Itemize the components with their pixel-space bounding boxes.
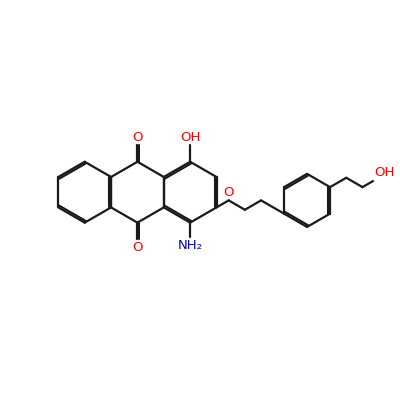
Text: OH: OH (374, 166, 394, 180)
Text: O: O (132, 131, 143, 144)
Text: NH₂: NH₂ (178, 239, 203, 252)
Text: O: O (224, 186, 234, 199)
Text: OH: OH (180, 131, 200, 144)
Text: O: O (132, 240, 143, 254)
